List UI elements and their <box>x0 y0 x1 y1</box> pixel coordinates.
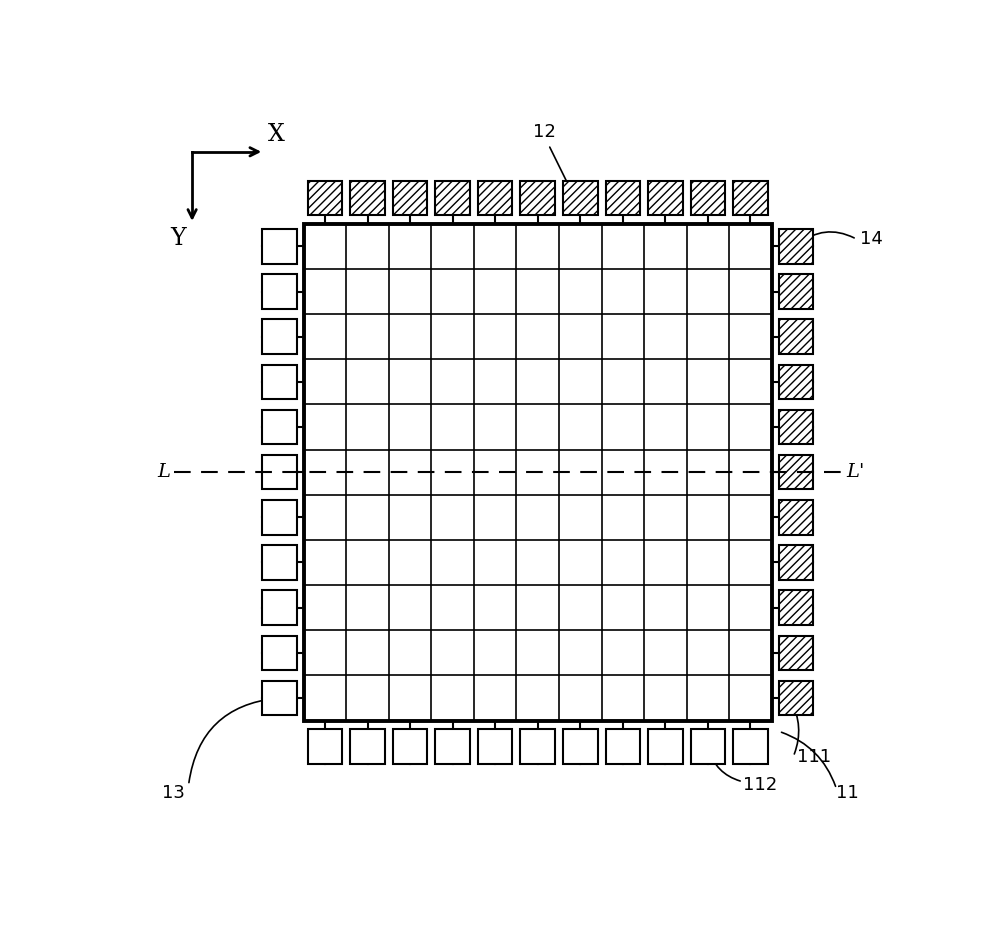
Text: X: X <box>268 123 285 146</box>
Text: 11: 11 <box>836 784 859 801</box>
Bar <box>262 545 297 580</box>
Bar <box>262 636 297 670</box>
Bar <box>779 365 813 399</box>
Bar <box>606 180 640 215</box>
Bar <box>308 729 342 764</box>
Text: 112: 112 <box>743 776 777 795</box>
Bar <box>779 636 813 670</box>
Bar <box>691 180 725 215</box>
Bar <box>262 681 297 715</box>
Bar <box>262 365 297 399</box>
Bar <box>478 729 512 764</box>
Bar <box>262 455 297 489</box>
Text: 14: 14 <box>860 230 883 248</box>
Bar <box>563 180 598 215</box>
Bar <box>779 545 813 580</box>
Bar <box>262 274 297 309</box>
Bar <box>262 320 297 354</box>
Bar <box>779 320 813 354</box>
Bar <box>779 590 813 625</box>
Bar <box>262 590 297 625</box>
Bar <box>648 729 683 764</box>
Bar <box>779 681 813 715</box>
Bar <box>779 274 813 309</box>
Bar <box>350 180 385 215</box>
Text: Y: Y <box>171 227 186 251</box>
Bar <box>520 729 555 764</box>
Bar <box>435 180 470 215</box>
Bar <box>393 180 427 215</box>
Bar <box>478 180 512 215</box>
Bar <box>779 500 813 535</box>
Bar <box>350 729 385 764</box>
Bar <box>520 180 555 215</box>
Bar <box>779 410 813 444</box>
Bar <box>308 180 342 215</box>
Bar <box>435 729 470 764</box>
Bar <box>262 500 297 535</box>
Bar <box>648 180 683 215</box>
Text: L: L <box>158 463 171 482</box>
Text: 12: 12 <box>533 123 556 141</box>
Bar <box>262 229 297 264</box>
Bar <box>779 455 813 489</box>
Text: 111: 111 <box>797 748 831 766</box>
Bar <box>733 180 768 215</box>
Bar <box>779 229 813 264</box>
Bar <box>262 410 297 444</box>
Bar <box>606 729 640 764</box>
Bar <box>393 729 427 764</box>
Bar <box>733 729 768 764</box>
Bar <box>304 223 772 721</box>
Bar <box>563 729 598 764</box>
Text: 13: 13 <box>162 784 185 801</box>
Text: L': L' <box>846 463 864 482</box>
Bar <box>691 729 725 764</box>
